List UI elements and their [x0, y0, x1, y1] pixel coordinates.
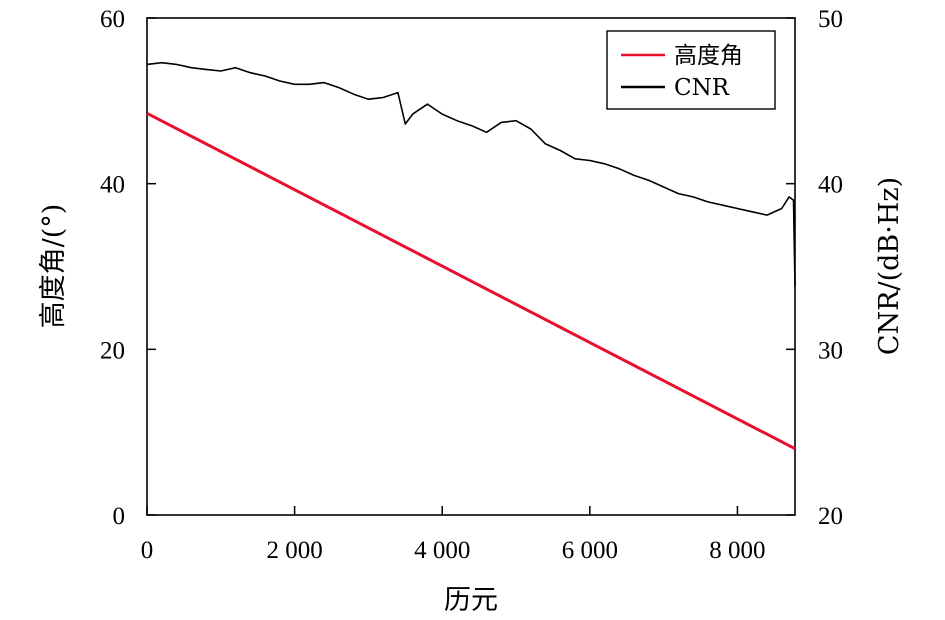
y-axis-right-title: CNR/(dB·Hz): [874, 177, 905, 355]
x-axis: 0 2 000 4 000 6 000 8 000: [141, 506, 766, 564]
x-axis-title: 历元: [444, 585, 498, 616]
y-right-tick-label: 50: [818, 6, 843, 33]
legend-label-cnr: CNR: [674, 75, 730, 101]
y-right-tick-label: 20: [818, 503, 843, 530]
x-tick-label: 0: [141, 537, 154, 564]
y-left-tick-label: 40: [100, 172, 125, 199]
y-axis-right: 20 30 40 50: [786, 6, 843, 530]
x-tick-label: 8 000: [709, 537, 765, 564]
legend: 高度角 CNR: [606, 30, 776, 110]
cnr-line: [146, 61, 796, 287]
series-layer: [146, 61, 796, 451]
elevation-line: [146, 111, 796, 451]
x-tick-label: 2 000: [266, 537, 322, 564]
y-right-tick-label: 30: [818, 337, 843, 364]
y-left-tick-label: 60: [100, 6, 125, 33]
y-right-tick-label: 40: [818, 172, 843, 199]
x-tick-label: 4 000: [414, 537, 470, 564]
y-axis-left: 0 20 40 60: [100, 6, 156, 530]
x-tick-label: 6 000: [562, 537, 618, 564]
legend-box: [606, 30, 776, 110]
y-axis-left-title: 高度角/(°): [38, 204, 69, 329]
y-left-tick-label: 0: [113, 503, 126, 530]
legend-label-elevation: 高度角: [674, 43, 743, 69]
y-left-tick-label: 20: [100, 337, 125, 364]
